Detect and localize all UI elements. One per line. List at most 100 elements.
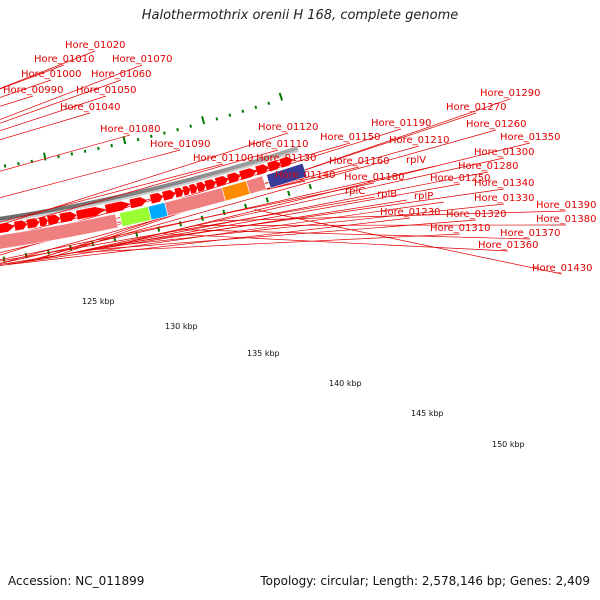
- gene-label: Hore_01040: [60, 102, 121, 113]
- reverse-gene-arrow: [239, 168, 257, 180]
- gene-label: Hore_01120: [258, 122, 319, 133]
- reverse-strand-genes[interactable]: [0, 156, 293, 254]
- gene-label-line: [163, 233, 509, 252]
- reverse-gene-arrow: [174, 187, 184, 198]
- gene-label: Hore_01250: [430, 173, 491, 184]
- ruler-label: 140 kbp: [329, 379, 362, 388]
- gene-label-line: [0, 149, 181, 199]
- reverse-gene-arrow: [149, 192, 164, 204]
- gene-label-line: [0, 132, 289, 226]
- gene-label: Hore_01110: [248, 139, 309, 150]
- position-ticks: [2, 92, 312, 262]
- gene-label-line: [0, 182, 375, 261]
- gene-label: Hore_01270: [446, 102, 507, 113]
- ruler-tick: [176, 127, 179, 132]
- tick: [244, 203, 248, 210]
- reverse-gene-arrow: [0, 222, 15, 233]
- ruler-tick: [267, 101, 271, 105]
- gene-label: rplP: [414, 191, 433, 202]
- reverse-gene-arrow: [14, 220, 28, 231]
- gene-label: Hore_01010: [34, 54, 95, 65]
- gene-label-line: [20, 183, 461, 263]
- tick: [287, 190, 291, 197]
- ruler-label: 135 kbp: [247, 349, 280, 358]
- forward-gene: [0, 213, 119, 250]
- gene-label-line: [254, 209, 563, 275]
- backbone-line: [0, 146, 299, 221]
- gene-label: Hore_01230: [380, 207, 441, 218]
- gene-label: Hore_01000: [21, 69, 82, 80]
- gene-label-line: [0, 165, 437, 264]
- gene-label-line: [75, 233, 461, 253]
- reverse-gene-arrow: [26, 218, 40, 229]
- gene-label: Hore_01280: [458, 161, 519, 172]
- gene-label: rplB: [377, 189, 397, 200]
- genome-backbone: [0, 146, 299, 223]
- gene-label: Hore_01350: [500, 132, 561, 143]
- gene-label-line: [129, 142, 531, 242]
- ruler-tick: [110, 143, 113, 148]
- gene-label: Hore_00990: [3, 85, 64, 96]
- gene-label: Hore_01360: [478, 240, 539, 251]
- reverse-gene-arrow: [129, 197, 147, 209]
- accession-text: Accession: NC_011899: [8, 574, 145, 588]
- gene-label: Hore_01050: [76, 85, 137, 96]
- gene-label-line: [7, 201, 445, 265]
- forward-strand-genes[interactable]: [0, 162, 308, 270]
- ruler-tick: [149, 134, 153, 139]
- ruler-tick: [189, 124, 193, 128]
- tick: [178, 221, 183, 227]
- ruler-tick: [228, 113, 232, 117]
- gene-label: Hore_01300: [474, 147, 535, 158]
- gene-label: Hore_01340: [474, 178, 535, 189]
- gene-label: Hore_01090: [150, 139, 211, 150]
- gene-label-line: [213, 210, 567, 222]
- reverse-gene-arrow: [104, 201, 131, 214]
- ruler-tick: [83, 149, 87, 153]
- gene-label-line: [0, 163, 224, 223]
- ruler-tick: [215, 117, 219, 121]
- gene-label-line: [0, 95, 107, 132]
- gene-label: Hore_01160: [329, 156, 390, 167]
- ruler-tick: [57, 154, 60, 159]
- reverse-gene-arrow: [76, 207, 106, 220]
- gene-label-line: [180, 229, 531, 240]
- gene-label: Hore_01310: [430, 223, 491, 234]
- reverse-gene-arrow: [214, 176, 229, 187]
- gene-label: Hore_01210: [389, 135, 450, 146]
- ruler-tick: [241, 109, 245, 113]
- topology-text: Topology: circular; Length: 2,578,146 bp…: [260, 574, 590, 588]
- ruler-tick: [254, 105, 258, 110]
- ruler-tick: [122, 136, 127, 145]
- ruler-label: 125 kbp: [82, 297, 115, 306]
- ruler-label: 145 kbp: [411, 409, 444, 418]
- gene-label: Hore_01060: [91, 69, 152, 80]
- ruler-tick: [163, 131, 166, 135]
- gene-labels: Hore_00990 Hore_01000 Hore_01010 Hore_01020…: [3, 40, 597, 274]
- reverse-gene-arrow: [38, 216, 48, 227]
- reverse-gene-arrow: [255, 164, 269, 176]
- map-title: Halothermothrix orenii H 168, complete g…: [141, 8, 459, 23]
- gene-label: Hore_01180: [344, 172, 405, 183]
- tick: [265, 197, 269, 203]
- gene-label-line: [0, 79, 122, 124]
- ruler-tick: [201, 116, 206, 125]
- gene-label: Hore_01290: [480, 88, 541, 99]
- gene-label: Hore_01190: [371, 118, 432, 129]
- gene-label: Hore_01150: [320, 132, 381, 143]
- reverse-gene-arrow: [204, 179, 216, 190]
- reverse-gene-arrow: [267, 160, 281, 172]
- gene-label: Hore_01100: [193, 153, 254, 164]
- reverse-gene-arrow: [47, 214, 61, 225]
- tick: [308, 183, 312, 190]
- tick: [113, 236, 117, 242]
- reverse-gene-arrow: [162, 189, 176, 201]
- gene-label: rplC: [345, 186, 365, 197]
- ruler-tick: [97, 146, 100, 151]
- ruler-tick: [278, 92, 284, 101]
- gene-label: Hore_01140: [275, 170, 336, 181]
- gene-label: Hore_01430: [532, 263, 593, 274]
- reverse-gene-arrow: [59, 211, 77, 223]
- gene-label: Hore_01020: [65, 40, 126, 51]
